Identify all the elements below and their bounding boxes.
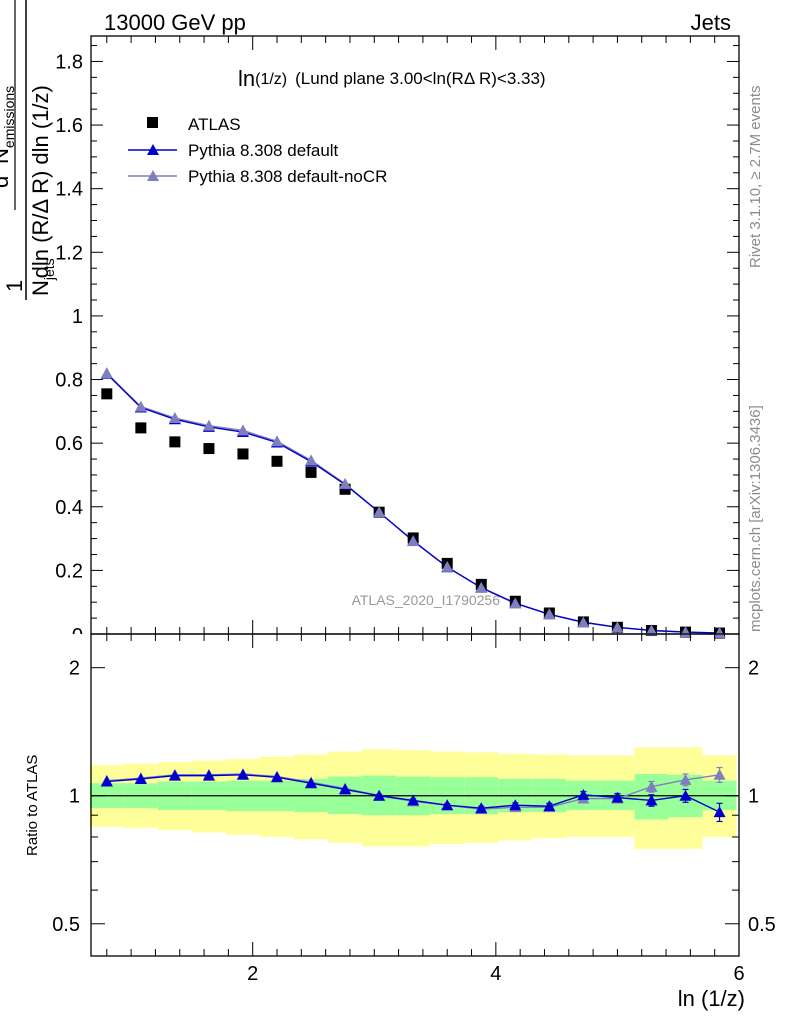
ratio-point-pythia-nocr [679,773,692,785]
legend-label-pythia-default: Pythia 8.308 default [188,141,339,160]
upper-ytick-label: 1.2 [55,242,83,264]
lower-ytick-label-right: 0.5 [748,914,776,936]
ylabel-n-emissions-sub: emissions [1,86,17,148]
ratio-point-pythia-nocr [645,780,658,792]
data-point-atlas [169,436,181,448]
ratio-point-pythia-default [679,789,692,801]
ratio-point-pythia-default [645,794,658,806]
ylabel-denominator: Njetsdln (R/Δ R) dln (1/z) [28,85,57,296]
mcplots-label: mcplots.cern.ch [arXiv:1306.3436] [747,405,764,632]
data-point-pythia-nocr [577,616,590,628]
ratio-point-pythia-default [236,768,249,780]
ratio-point-pythia-default [168,769,181,781]
ylabel-d2: d [0,176,13,188]
data-point-pythia-nocr [134,400,147,412]
lower-ytick-label-right: 2 [748,658,759,680]
upper-ytick-label: 1 [72,306,83,328]
upper-ytick-label: 0.6 [55,433,83,455]
upper-ytick-label: 1.4 [55,179,83,201]
ylabel-n-emissions: N [0,148,13,164]
plot-title: ln(1/z) (Lund plane 3.00<ln(RΔ R)<3.33) [238,66,546,91]
upper-ylabel: 1 d2 Nemissions Njetsdln (R/Δ R) dln (1/z… [0,0,57,300]
ylabel-n-jets: N [28,280,53,296]
ratio-point-pythia-default [100,775,113,787]
data-point-pythia-nocr [339,477,352,489]
plot-title-main: ln [238,66,255,91]
data-point-pythia-nocr [543,608,556,620]
data-point-pythia-nocr [441,560,454,572]
ratio-point-pythia-default [134,772,147,784]
ratio-point-pythia-default [305,777,318,789]
data-point-atlas [135,422,147,434]
ratio-point-pythia-default [611,791,624,803]
upper-ytick-label: 0.8 [55,370,83,392]
ylabel-n-jets-sub: jets [41,258,57,281]
data-point-pythia-nocr [168,412,181,424]
ratio-point-pythia-default [475,802,488,814]
legend: ATLAS Pythia 8.308 default Pythia 8.308 … [128,115,387,186]
data-point-atlas [305,466,317,478]
ylabel-numerator: d2 Nemissions [0,86,17,188]
data-point-atlas [101,388,113,400]
data-point-pythia-nocr [271,435,284,447]
data-point-pythia-nocr [100,367,113,379]
legend-label-atlas: ATLAS [188,115,241,134]
upper-ytick-label: 1.6 [55,115,83,137]
upper-ytick-label: 1.8 [55,51,83,73]
lower-ytick-label-left: 1 [69,786,80,808]
rivet-label: Rivet 3.1.10, ≥ 2.7M events [747,86,764,269]
header-right: Jets [691,10,731,35]
data-point-pythia-nocr [475,581,488,593]
data-point-pythia-nocr [407,535,420,547]
legend-label-pythia-nocr: Pythia 8.308 default-noCR [188,167,387,186]
upper-ytick-label-zero: 0 [72,625,83,647]
ratio-point-pythia-nocr [713,768,726,780]
ratio-point-pythia-default [373,789,386,801]
data-point-atlas [203,443,215,455]
ylabel-denominator-rest: dln (R/Δ R) dln (1/z) [28,85,53,278]
header-left: 13000 GeV pp [104,10,246,35]
xlabel: ln (1/z) [678,986,745,1011]
ratio-point-pythia-default [339,783,352,795]
plot-title-rest: (Lund plane 3.00<ln(RΔ R)<3.33) [295,69,545,88]
ratio-point-pythia-default [202,769,215,781]
data-point-atlas [237,448,249,460]
data-point-pythia-nocr [611,621,624,633]
ratio-point-pythia-default [543,800,556,812]
ratio-point-pythia-default [407,794,420,806]
data-point-atlas [271,455,283,467]
upper-ytick-label: 0.2 [55,560,83,582]
data-point-pythia-nocr [202,419,215,431]
lower-xtick-label: 4 [490,963,501,985]
lower-ytick-label-right: 1 [748,786,759,808]
data-point-pythia-nocr [645,624,658,636]
data-point-pythia-nocr [236,424,249,436]
lower-plot: 2 4 6 0.5 0.5 1 1 2 2 [52,633,776,985]
ratio-point-pythia-default [577,788,590,800]
plot-title-sub: (1/z) [255,71,287,88]
legend-marker-atlas [147,117,158,128]
ratio-point-pythia-default [271,771,284,783]
data-point-pythia-nocr [373,506,386,518]
lower-ylabel: Ratio to ATLAS [24,755,41,856]
ratio-point-pythia-default [509,799,522,811]
lower-frame [90,633,740,957]
legend-marker-pythia-default [147,144,159,155]
ratio-point-pythia-default [713,806,726,818]
data-point-pythia-nocr [509,597,522,609]
data-point-pythia-nocr [713,627,726,639]
lower-xtick-label: 2 [247,963,258,985]
analysis-label: ATLAS_2020_I1790256 [352,592,501,608]
legend-marker-pythia-nocr [147,170,159,181]
lower-xtick-label: 6 [733,963,744,985]
ratio-point-pythia-default [441,799,454,811]
ylabel-d2-sup: 2 [0,168,2,176]
ylabel-one: 1 [2,280,27,292]
data-point-pythia-nocr [305,454,318,466]
lower-ytick-label-left: 2 [69,658,80,680]
lower-ytick-label-left: 0.5 [52,914,80,936]
upper-ytick-label: 0.4 [55,497,83,519]
